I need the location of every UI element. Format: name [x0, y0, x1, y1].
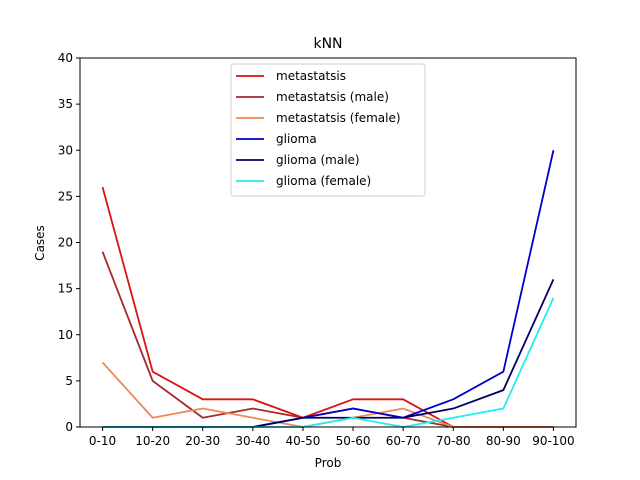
y-tick-label: 25: [58, 189, 73, 203]
chart-title: kNN: [313, 36, 342, 52]
y-tick-label: 0: [65, 420, 73, 434]
legend-label-3: glioma: [276, 132, 317, 146]
y-tick-label: 30: [58, 143, 73, 157]
legend-label-1: metastatsis (male): [276, 90, 389, 104]
legend: metastatsis metastatsis (male) metastatsis…: [230, 63, 426, 197]
x-tick-label: 70-80: [436, 434, 471, 448]
y-tick-label: 5: [65, 374, 73, 388]
y-tick-label: 40: [58, 51, 73, 65]
y-tick-label: 35: [58, 97, 73, 111]
x-tick-label: 60-70: [386, 434, 421, 448]
y-axis-label: Cases: [33, 225, 47, 261]
plot-layer: 0 5 10 15 20 25 30 35 40 0-10 10-20 20-30 30-40 40-50…: [58, 51, 577, 448]
legend-label-4: glioma (male): [276, 153, 360, 167]
legend-box: [230, 63, 426, 197]
x-tick-label: 20-30: [185, 434, 220, 448]
x-tick-label: 30-40: [235, 434, 270, 448]
legend-label-2: metastatsis (female): [276, 111, 401, 125]
legend-label-0: metastatsis: [276, 69, 346, 83]
legend-label-5: glioma (female): [276, 174, 371, 188]
x-tick-label: 90-100: [532, 434, 575, 448]
y-tick-label: 10: [58, 328, 73, 342]
x-axis-label: Prob: [315, 456, 342, 470]
x-tick-label: 80-90: [486, 434, 521, 448]
y-tick-label: 20: [58, 236, 73, 250]
x-tick-label: 10-20: [135, 434, 170, 448]
x-tick-label: 0-10: [89, 434, 116, 448]
x-tick-label: 40-50: [286, 434, 321, 448]
y-tick-label: 15: [58, 282, 73, 296]
x-tick-label: 50-60: [336, 434, 371, 448]
